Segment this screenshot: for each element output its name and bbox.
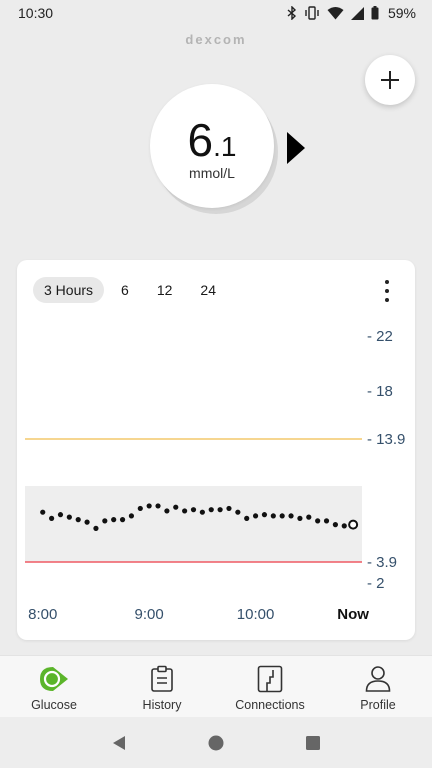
glucose-point [40,509,46,515]
glucose-point [102,518,108,524]
nav-history-label: History [142,698,182,712]
status-bar: 10:30 59% [0,0,432,26]
home-circle-icon [208,735,224,750]
glucose-chart: - 22 - 18 - 13.9 - 3.9 - 2 8:00 9:00 10:00 Now [25,328,405,623]
glucose-point [217,507,223,513]
x-tick-label: Now [337,606,369,623]
nav-connections[interactable]: Connections [216,656,324,717]
glucose-point [306,514,312,520]
range-tab-24[interactable]: 24 [200,282,216,298]
glucose-point [111,517,117,523]
glucose-point [315,518,321,524]
glucose-point [49,515,55,521]
bottom-navigation: Glucose History Connections Profile [0,655,432,717]
nav-glucose-label: Glucose [31,698,77,712]
glucose-chart-card: - 22 - 18 - 13.9 - 3.9 - 2 8:00 9:00 10:00 Now 3… [17,260,415,640]
glucose-point [164,508,170,514]
system-home-button[interactable] [196,723,236,763]
history-icon [151,665,173,692]
bluetooth-icon [287,6,296,20]
x-tick-label: 10:00 [237,606,275,623]
x-tick-label: 8:00 [28,606,57,623]
glucose-icon [40,667,68,691]
y-tick-label: - 3.9 [367,554,397,571]
brand-logo: dexcom [185,32,247,47]
glucose-point [341,523,347,529]
glucose-point [119,517,126,523]
nav-profile-label: Profile [360,698,396,712]
glucose-point [75,517,81,523]
y-tick-label: - 22 [367,328,393,345]
time-range-tabs: 3 Hours 6 12 24 [33,277,233,303]
glucose-point [128,513,135,519]
glucose-point [66,514,72,520]
battery-icon [371,6,379,20]
target-range-band [25,486,362,562]
range-tab-3-hours[interactable]: 3 Hours [33,277,105,303]
system-back-button[interactable] [99,723,139,763]
glucose-point [332,522,338,528]
battery-percent: 59% [387,5,416,21]
y-tick-label: - 2 [367,575,385,592]
status-time: 10:30 [18,5,54,21]
glucose-point [297,515,303,521]
signal-icon [350,6,364,20]
glucose-point [270,513,276,519]
trend-arrow-icon [287,132,305,164]
nav-history[interactable]: History [108,656,216,717]
glucose-readout[interactable]: 6 .1 mmol/L [150,84,310,214]
glucose-point [261,512,268,518]
glucose-value-integer: 6 [187,114,214,166]
more-options-button[interactable] [377,280,397,302]
range-tab-6[interactable]: 6 [121,282,129,298]
add-event-button[interactable] [365,55,415,105]
connections-icon [257,665,283,693]
range-tab-12[interactable]: 12 [156,282,173,298]
glucose-point [244,515,250,521]
glucose-point [208,507,214,513]
nav-profile[interactable]: Profile [324,656,432,717]
glucose-point [57,512,64,518]
glucose-point [190,507,197,513]
glucose-point [323,518,330,524]
nav-glucose[interactable]: Glucose [0,656,108,717]
glucose-point [84,519,90,525]
profile-icon [365,666,391,692]
current-glucose-point [348,519,359,530]
y-tick-label: - 13.9 [367,431,405,448]
glucose-point [182,508,188,514]
system-navigation [0,717,432,768]
glucose-point [137,505,143,512]
glucose-point [279,513,285,519]
y-tick-label: - 18 [367,383,393,400]
glucose-circle: 6 .1 mmol/L [150,84,274,208]
system-recents-button[interactable] [293,723,333,763]
glucose-value-decimal: .1 [213,131,237,162]
nav-connections-label: Connections [235,698,305,712]
glucose-point [93,525,99,531]
recents-square-icon [306,735,321,750]
glucose-point [173,504,179,510]
glucose-point [226,505,232,512]
x-tick-label: 9:00 [135,606,164,623]
glucose-point [235,509,241,515]
glucose-point [252,513,259,519]
glucose-point [155,503,161,509]
glucose-unit: mmol/L [189,165,235,181]
vibrate-icon [305,6,319,20]
glucose-point [199,509,205,515]
glucose-point [288,513,294,519]
wifi-icon [327,6,344,19]
plus-icon [381,71,399,89]
glucose-point [146,503,152,509]
back-triangle-icon [112,735,125,750]
